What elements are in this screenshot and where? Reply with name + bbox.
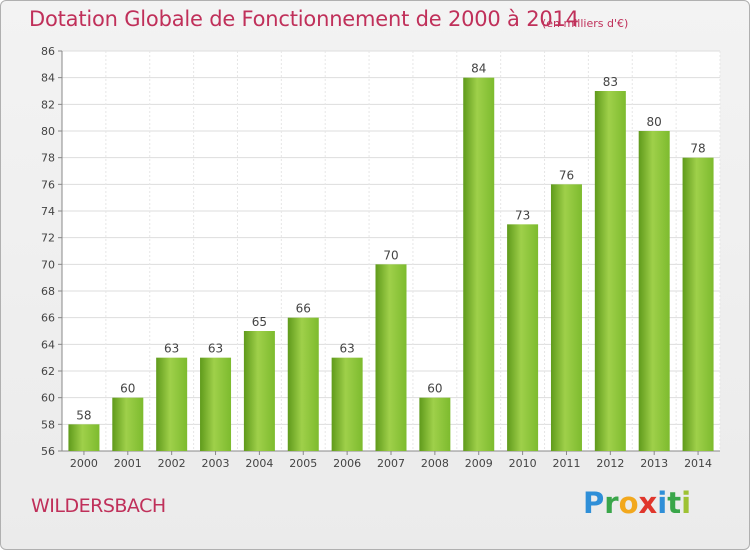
y-tick-label: 86 <box>41 45 55 58</box>
x-tick-label: 2012 <box>596 457 624 470</box>
bar <box>112 397 144 451</box>
y-tick-label: 56 <box>41 445 55 458</box>
logo-letter: t <box>667 486 682 520</box>
bar <box>463 77 495 452</box>
y-tick-label: 84 <box>41 72 55 85</box>
bar-value-label: 58 <box>76 408 91 422</box>
x-tick-label: 2000 <box>70 457 98 470</box>
bar-value-label: 70 <box>383 248 398 262</box>
x-tick-label: 2009 <box>465 457 493 470</box>
bar-value-label: 66 <box>296 302 311 316</box>
y-tick-label: 74 <box>41 205 55 218</box>
logo-letter: x <box>638 486 658 520</box>
y-tick-label: 70 <box>41 258 55 271</box>
x-tick-label: 2004 <box>245 457 273 470</box>
bar-value-label: 80 <box>647 115 662 129</box>
y-tick-label: 68 <box>41 285 55 298</box>
y-tick-label: 76 <box>41 178 55 191</box>
bar-value-label: 63 <box>339 342 354 356</box>
bar-value-label: 65 <box>252 315 267 329</box>
y-tick-label: 60 <box>41 392 55 405</box>
logo-letter: P <box>583 486 605 520</box>
bar <box>331 357 363 451</box>
bar-value-label: 60 <box>427 382 442 396</box>
x-tick-label: 2001 <box>114 457 142 470</box>
bar-value-label: 83 <box>603 75 618 89</box>
y-tick-label: 66 <box>41 312 55 325</box>
chart-title: Dotation Globale de Fonctionnement de 20… <box>29 7 579 31</box>
x-tick-label: 2002 <box>158 457 186 470</box>
x-tick-label: 2006 <box>333 457 361 470</box>
bar-value-label: 63 <box>208 342 223 356</box>
bar <box>419 397 451 451</box>
logo-letter: i <box>681 486 692 520</box>
bar <box>200 357 232 451</box>
y-tick-label: 78 <box>41 152 55 165</box>
y-tick-label: 62 <box>41 365 55 378</box>
bar-value-label: 84 <box>471 62 486 76</box>
logo-letter: i <box>657 486 668 520</box>
bar <box>638 131 670 451</box>
bar-value-label: 78 <box>690 142 705 156</box>
x-tick-label: 2007 <box>377 457 405 470</box>
bar-value-label: 76 <box>559 168 574 182</box>
bar <box>156 357 188 451</box>
bar <box>682 157 714 451</box>
bar-value-label: 63 <box>164 342 179 356</box>
logo-letter: r <box>604 486 619 520</box>
x-tick-label: 2011 <box>552 457 580 470</box>
proxiti-logo: Proxiti <box>583 486 691 520</box>
bar <box>507 224 539 451</box>
bar <box>68 424 100 451</box>
bar-value-label: 60 <box>120 382 135 396</box>
x-tick-label: 2014 <box>684 457 712 470</box>
x-tick-label: 2005 <box>289 457 317 470</box>
logo-letter: o <box>618 486 639 520</box>
y-tick-label: 80 <box>41 125 55 138</box>
y-tick-label: 72 <box>41 232 55 245</box>
bar <box>287 317 319 451</box>
x-tick-label: 2008 <box>421 457 449 470</box>
y-tick-label: 64 <box>41 338 55 351</box>
axis-layer: 56 58 60 62 64 66 68 70 72 74 76 78 80 82 84 86 2000 2001… <box>41 45 720 470</box>
bar-layer <box>68 77 714 452</box>
bar <box>243 331 275 451</box>
chart-unit: (en milliers d'€) <box>542 17 629 30</box>
bar-value-label: 73 <box>515 208 530 222</box>
label-layer: 58 60 63 63 65 66 63 70 60 84 73 76 83 80 78 <box>76 62 705 423</box>
bar <box>550 184 582 452</box>
bar <box>375 264 407 451</box>
bar <box>594 91 626 451</box>
y-tick-label: 58 <box>41 418 55 431</box>
commune-name: WILDERSBACH <box>31 495 166 517</box>
x-tick-label: 2003 <box>202 457 230 470</box>
x-tick-label: 2013 <box>640 457 668 470</box>
y-tick-label: 82 <box>41 98 55 111</box>
x-tick-label: 2010 <box>509 457 537 470</box>
